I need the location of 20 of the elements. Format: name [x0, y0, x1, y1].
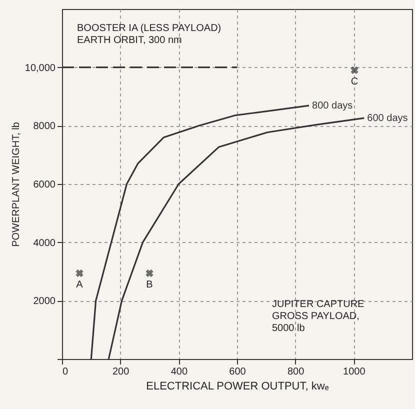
annotation: A	[76, 279, 84, 290]
series-label: 600 days	[367, 113, 408, 124]
y-tick-label: 2000	[33, 296, 56, 308]
annotation: JUPITER CAPTURE GROSS PAYLOAD, 5000 lb	[272, 299, 365, 334]
series-label: 800 days	[312, 100, 353, 112]
x-tick-label: 800	[287, 366, 305, 378]
annotation: BOOSTER IA (LESS PAYLOAD) EARTH ORBIT, 300 nm	[77, 23, 222, 46]
annotation: B	[146, 279, 154, 290]
y-tick-label: 6000	[33, 180, 56, 190]
x-tick-label: 600	[229, 366, 246, 378]
x-tick-label: 400	[170, 366, 188, 378]
x-tick-label: 200	[112, 366, 130, 378]
y-tick-label: 8000	[33, 121, 56, 132]
y-tick-label: 10,000	[24, 62, 56, 74]
y-axis-title: POWERPLANT WEIGHT, lb	[10, 122, 22, 247]
x-tick-label: 1000	[343, 366, 366, 378]
annotation: C	[350, 76, 358, 88]
x-tick-label: 0	[62, 366, 68, 378]
x-axis-title: ELECTRICAL POWER OUTPUT, kwₑ	[146, 380, 329, 392]
y-tick-label: 4000	[33, 238, 56, 249]
